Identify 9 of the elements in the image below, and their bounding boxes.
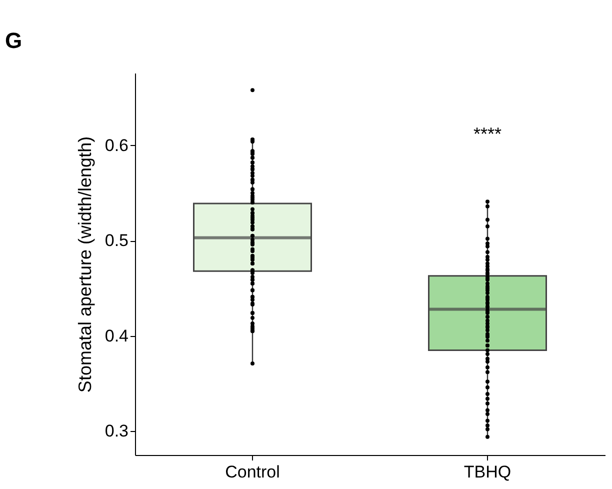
chart-title: G [5,28,22,53]
y-tick-label: 0.3 [104,422,128,441]
y-tick-label: 0.4 [104,326,128,346]
x-tick-label: Control [225,462,280,482]
y-tick-label: 0.6 [104,136,128,155]
x-tick-label: TBHQ [464,462,512,482]
annotation: **** [473,124,502,144]
y-axis-title: Stomatal aperture (width/length) [74,136,95,393]
y-tick-label: 0.5 [104,231,128,250]
